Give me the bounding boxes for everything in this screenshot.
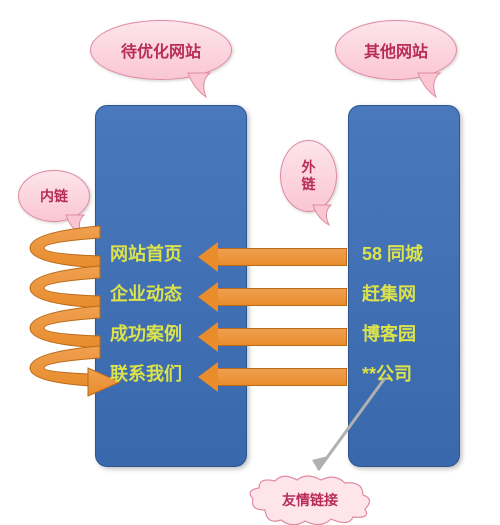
- bubble-label: 待优化网站: [121, 38, 201, 62]
- right-item-0: 58 同城: [362, 240, 423, 266]
- bubble-outer-link: 外 链: [280, 140, 337, 212]
- right-item-1: 赶集网: [362, 280, 416, 306]
- bubble-label: 内链: [40, 186, 68, 206]
- bubble-inner-link: 内链: [18, 170, 90, 222]
- bubble-site-to-optimize: 待优化网站: [90, 20, 232, 80]
- right-item-2: 博客园: [362, 320, 416, 346]
- arrow-0: [215, 248, 347, 266]
- cloud-label: 友情链接: [282, 490, 338, 510]
- bubble-other-sites: 其他网站: [335, 20, 457, 80]
- arrow-2: [215, 328, 347, 346]
- left-item-1: 企业动态: [110, 280, 182, 306]
- bubble-label: 外 链: [302, 159, 316, 193]
- left-item-0: 网站首页: [110, 240, 182, 266]
- gray-arrow: [300, 378, 420, 488]
- bubble-label: 其他网站: [364, 38, 428, 62]
- left-item-3: 联系我们: [110, 360, 182, 386]
- arrow-1: [215, 288, 347, 306]
- cloud-friend-links: 友情链接: [245, 475, 375, 525]
- left-item-2: 成功案例: [110, 320, 182, 346]
